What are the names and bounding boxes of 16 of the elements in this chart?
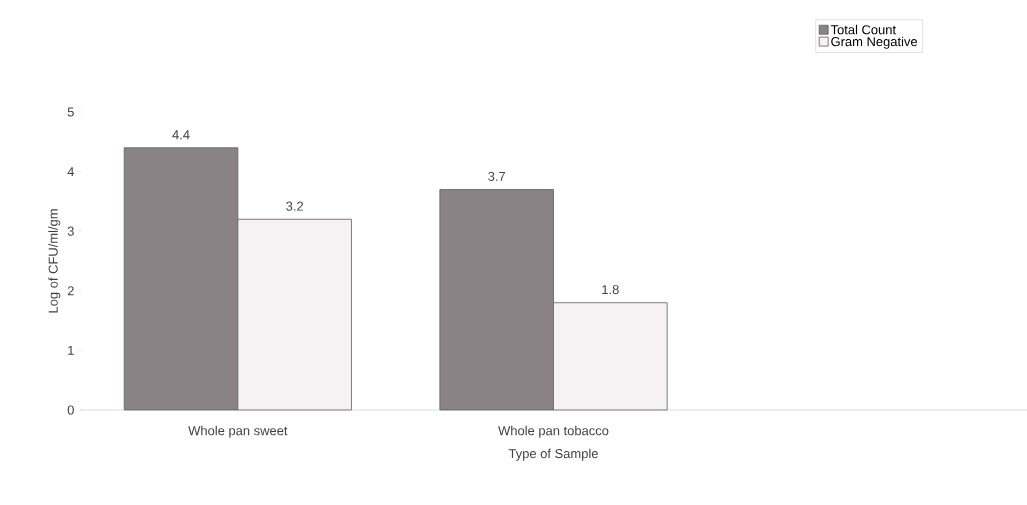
y-tick-label: 4 bbox=[67, 167, 74, 177]
data-label: 1.8 bbox=[602, 285, 619, 295]
y-tick-label: 3 bbox=[67, 226, 74, 236]
data-label: 3.2 bbox=[286, 201, 304, 211]
y-tick-label: 1 bbox=[68, 345, 74, 355]
x-axis-title: Type of Sample bbox=[508, 448, 598, 461]
legend-label: Total Count bbox=[830, 24, 896, 35]
y-tick-label: 0 bbox=[67, 405, 74, 415]
data-label: 4.4 bbox=[172, 130, 190, 140]
x-tick-label: Whole pan sweet bbox=[188, 425, 288, 438]
y-axis-title: Log of CFU/ml/gm bbox=[48, 209, 61, 313]
y-tick-label: 2 bbox=[67, 286, 74, 296]
data-label: 3.7 bbox=[488, 171, 506, 181]
x-tick-label: Whole pan tobacco bbox=[498, 425, 609, 438]
legend-label: Gram Negative bbox=[831, 36, 918, 49]
y-tick-label: 5 bbox=[67, 107, 74, 117]
